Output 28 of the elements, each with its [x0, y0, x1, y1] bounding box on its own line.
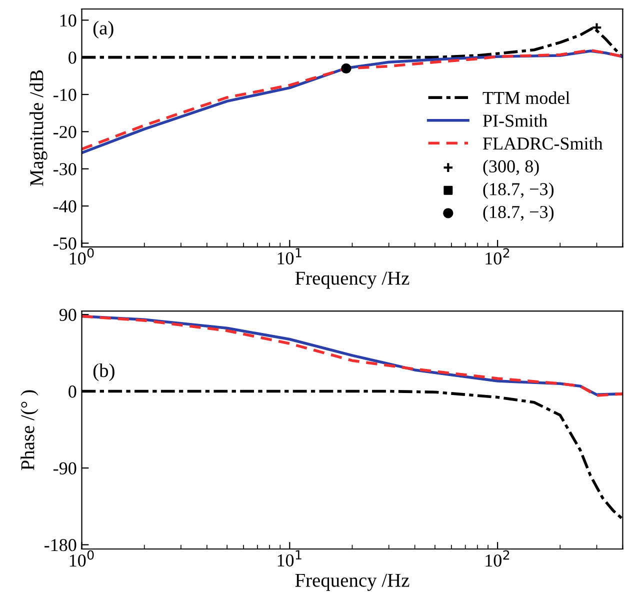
- y-tick-label: 10: [60, 14, 76, 27]
- x-axis-title: Frequency /Hz: [295, 574, 410, 591]
- y-tick-label: -90: [54, 462, 76, 474]
- annotation: (a): [93, 20, 114, 39]
- x-tick-label: 10$^{1}$: [278, 550, 302, 566]
- y-tick-label: -40: [54, 200, 76, 212]
- x-tick-label: 10$^{2}$: [486, 550, 510, 567]
- x-tick-label: 10$^{1}$: [278, 248, 302, 264]
- y-tick-label: 90: [59, 308, 76, 321]
- y-tick-label: 0: [68, 386, 76, 398]
- x-axis-title: Frequency /Hz: [295, 272, 410, 289]
- y-tick-label: -20: [54, 126, 76, 138]
- x-tick-label: 10$^{2}$: [486, 248, 510, 265]
- y-axis-title: Magnitude /dB: [30, 70, 48, 186]
- y-tick-label: -50: [54, 237, 76, 250]
- y-tick-label: 0: [68, 52, 76, 64]
- y-tick-label: -10: [54, 88, 76, 101]
- y-axis-title: Phase /(° ): [20, 390, 38, 470]
- annotation: (b): [93, 363, 114, 382]
- legend-label: (300, 8): [483, 160, 539, 176]
- legend-label: TTM model: [482, 91, 570, 104]
- legend-label: FLADRC-Smith: [482, 136, 603, 150]
- x-tick-label: 10$^{0}$: [70, 550, 94, 567]
- y-tick-label: -180: [44, 538, 76, 552]
- legend-label: (18.7, −3): [483, 182, 554, 199]
- y-tick-label: -30: [54, 163, 76, 176]
- legend-label: PI-Smith: [482, 114, 548, 127]
- legend-label: (18.7, −3): [483, 205, 554, 222]
